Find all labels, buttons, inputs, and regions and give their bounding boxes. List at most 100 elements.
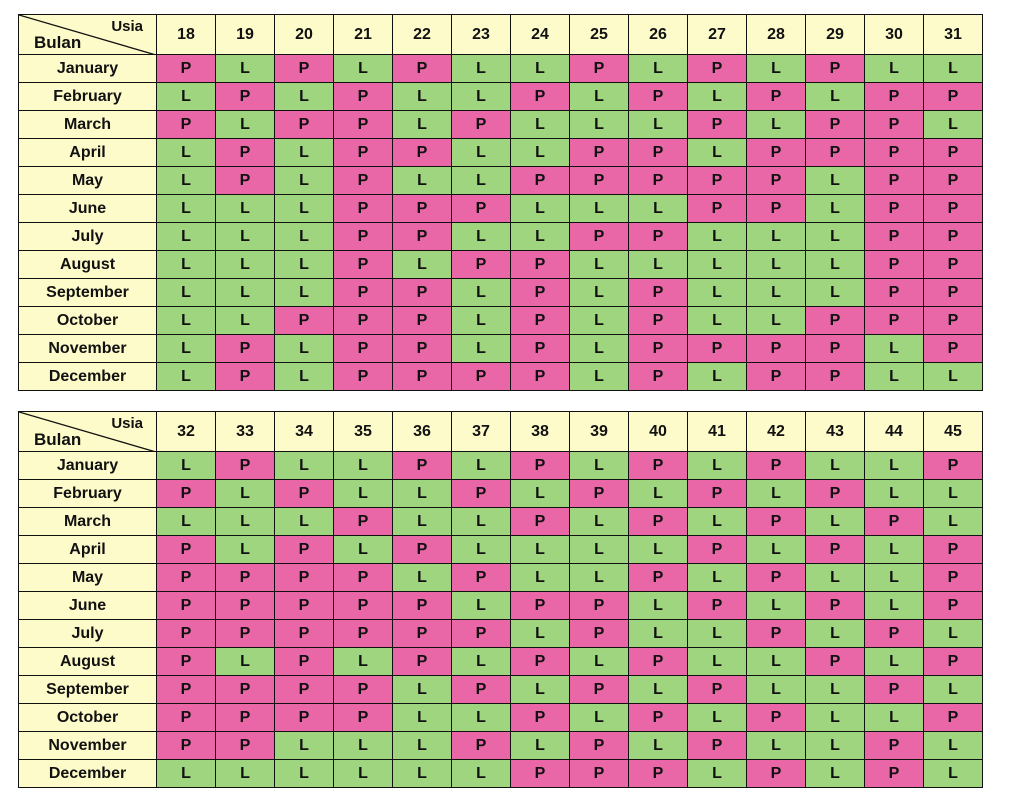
gender-cell: L [864,703,924,732]
gender-cell: L [923,362,983,391]
table-row: November P P L L L P L P L P L L P L [18,731,983,760]
gender-cell: L [628,731,688,760]
table-row: July L L L P P L L P P L L L P P [18,222,983,251]
gender-cell: P [333,619,393,648]
gender-cell: P [274,675,334,704]
gender-cell: P [746,362,806,391]
gender-cell: P [805,535,865,564]
gender-cell: L [746,591,806,620]
gender-cell: P [510,759,570,788]
gender-cell: P [569,138,629,167]
gender-cell: P [746,507,806,536]
month-label: March [18,110,157,139]
gender-cell: P [805,479,865,508]
gender-cell: P [746,703,806,732]
gender-cell: P [451,731,511,760]
gender-cell: L [392,731,452,760]
age-header: 31 [923,14,983,55]
month-label: September [18,675,157,704]
table-row: October L L P P P L P L P L L P P P [18,306,983,335]
month-label: June [18,194,157,223]
gender-cell: L [923,759,983,788]
gender-cell: L [569,362,629,391]
gender-cell: P [569,54,629,83]
gender-cell: L [687,703,747,732]
gender-cell: P [569,479,629,508]
table-row: March L L L P L L P L P L P L P L [18,507,983,536]
gender-cell: L [628,535,688,564]
gender-cell: P [746,194,806,223]
gender-cell: L [510,54,570,83]
gender-cell: P [923,138,983,167]
gender-cell: L [569,82,629,111]
gender-cell: P [392,54,452,83]
table-row: September P P P P L P L P L P L L P L [18,675,983,704]
gender-cell: L [510,675,570,704]
gender-cell: L [451,54,511,83]
gender-cell: L [864,591,924,620]
gender-cell: P [864,138,924,167]
gender-cell: P [451,675,511,704]
age-header: 42 [746,411,806,452]
gender-cell: L [805,82,865,111]
gender-cell: P [510,82,570,111]
month-label: May [18,563,157,592]
gender-cell: L [274,166,334,195]
gender-cell: L [156,278,216,307]
gender-cell: L [333,451,393,480]
gender-cell: L [923,731,983,760]
gender-cell: P [805,362,865,391]
gender-cell: P [274,535,334,564]
gender-cell: L [156,250,216,279]
gender-cell: P [333,703,393,732]
gender-cell: L [333,647,393,676]
table-row: April P L P L P L L L L P L P L P [18,535,983,564]
gender-cell: P [864,759,924,788]
month-label: March [18,507,157,536]
gender-cell: P [156,563,216,592]
gender-cell: L [805,675,865,704]
gender-cell: P [451,479,511,508]
gender-cell: L [687,507,747,536]
gender-cell: L [274,451,334,480]
table-row: January L P L L P L P L P L P L L P [18,451,983,480]
gender-cell: L [215,479,275,508]
gender-cell: L [923,54,983,83]
gender-cell: L [746,250,806,279]
age-header: 23 [451,14,511,55]
gender-cell: L [392,82,452,111]
gender-cell: P [628,82,688,111]
gender-cell: P [569,166,629,195]
gender-cell: L [569,563,629,592]
gender-cell: L [156,306,216,335]
gender-cell: P [628,306,688,335]
gender-cell: P [156,535,216,564]
month-label: November [18,731,157,760]
table-row: April L P L P P L L P P L P P P P [18,138,983,167]
gender-cell: P [510,278,570,307]
gender-cell: L [510,563,570,592]
gender-cell: P [687,479,747,508]
gender-cell: P [569,675,629,704]
gender-cell: L [805,222,865,251]
gender-cell: P [923,535,983,564]
table-row: May P P P P L P L L P L P L L P [18,563,983,592]
gender-cell: L [215,306,275,335]
gender-cell: L [569,703,629,732]
gender-cell: L [451,535,511,564]
age-header: 26 [628,14,688,55]
age-header: 41 [687,411,747,452]
gender-cell: L [215,194,275,223]
gender-cell: L [746,278,806,307]
gender-cell: P [274,703,334,732]
gender-cell: P [156,591,216,620]
gender-cell: L [864,451,924,480]
gender-cell: P [392,451,452,480]
gender-cell: L [569,507,629,536]
age-header: 22 [392,14,452,55]
gender-cell: L [805,451,865,480]
gender-cell: L [923,675,983,704]
gender-cell: P [864,166,924,195]
gender-cell: P [628,138,688,167]
gender-cell: L [156,166,216,195]
